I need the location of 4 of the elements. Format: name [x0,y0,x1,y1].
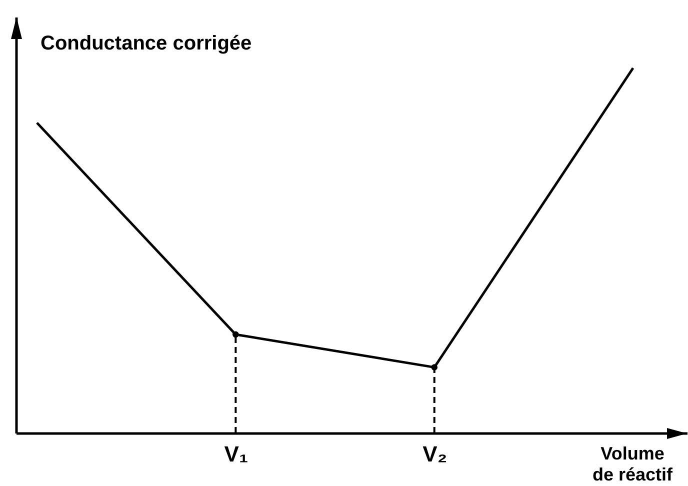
x-axis-title: Volume de réactif [592,444,674,484]
y-axis-title: Conductance corrigée [40,32,252,54]
x-tick-label: V₂ [422,442,448,466]
x-tick-label: V₁ [224,442,248,466]
